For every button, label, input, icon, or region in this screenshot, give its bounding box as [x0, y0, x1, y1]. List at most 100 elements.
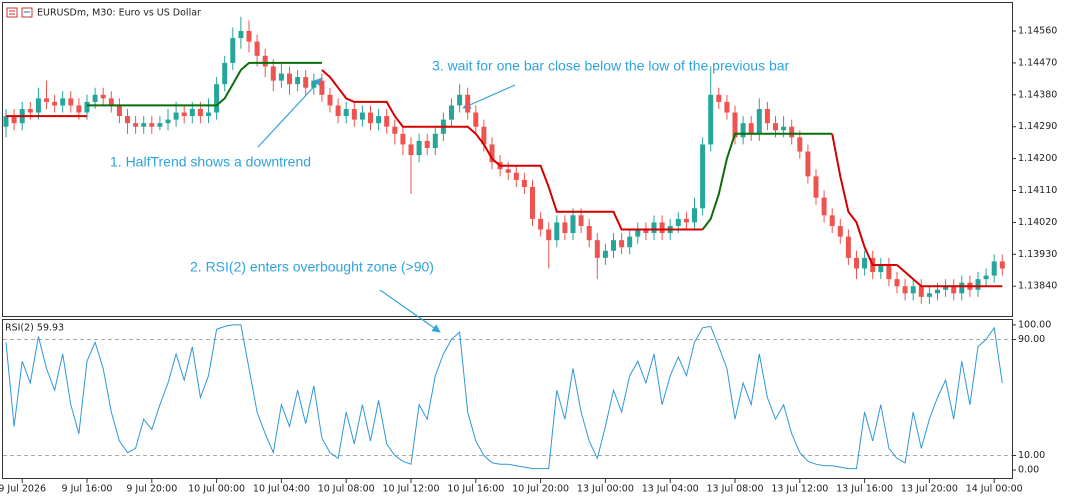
candle-body [991, 261, 997, 276]
candle-body [781, 126, 787, 131]
candle-body [562, 222, 568, 234]
candle-body [11, 116, 17, 124]
y-tick-label: 1.14200 [1018, 153, 1057, 164]
candle-body [700, 144, 706, 209]
candle-body [68, 98, 74, 106]
candle-body [554, 222, 560, 241]
arrow [257, 77, 323, 148]
candle-body [295, 77, 301, 85]
y-tick-label: 1.14560 [1018, 26, 1057, 37]
candle-body [740, 123, 746, 138]
x-tick-label: 13 Jul 04:00 [642, 484, 699, 495]
candle-body [724, 101, 730, 113]
x-tick-label: 10 Jul 12:00 [383, 484, 440, 495]
x-tick-label: 13 Jul 20:00 [901, 484, 958, 495]
chart-title: EURUSDm, M30: Euro vs US Dollar [37, 8, 201, 19]
candle-body [570, 215, 576, 234]
candle-body [538, 218, 544, 230]
candle-body [206, 112, 211, 117]
candle-body [473, 112, 479, 127]
candle-body [627, 236, 633, 248]
candle-body [311, 80, 317, 88]
candle-body [943, 286, 949, 290]
y-tick-label: 1.13840 [1018, 281, 1057, 292]
candle-body [716, 94, 722, 102]
annotation: 3. wait for one bar close below the low … [432, 58, 790, 74]
candle-body [76, 105, 82, 113]
candle-body [246, 31, 252, 42]
candle-body [821, 197, 827, 216]
x-tick-label: 10 Jul 04:00 [253, 484, 310, 495]
candle-body [416, 140, 422, 156]
candle-body [764, 108, 770, 124]
y-tick-label: 1.14380 [1018, 89, 1057, 100]
x-tick-label: 13 Jul 16:00 [836, 484, 893, 495]
rsi-title: RSI(2) 59.93 [5, 323, 64, 334]
candle-body [951, 286, 957, 294]
candle-body [983, 275, 989, 280]
y-tick-label: 1.14470 [1018, 57, 1057, 68]
candle-body [287, 73, 292, 85]
candle-body [424, 140, 430, 148]
candle-body [278, 73, 284, 81]
halftrend-line [87, 61, 833, 231]
candle-body [449, 105, 454, 120]
candle-body [926, 293, 932, 297]
candle-body [133, 123, 139, 127]
candle-body [797, 137, 803, 152]
y-tick-label: 1.13930 [1018, 249, 1057, 260]
x-tick-label: 9 Jul 16:00 [62, 484, 113, 495]
candle-body [254, 41, 260, 56]
candle-body [959, 282, 965, 294]
candle-body [465, 94, 471, 113]
candle-body [84, 101, 90, 113]
candle-body [400, 133, 406, 145]
arrow [379, 289, 441, 333]
candle-body [732, 112, 738, 138]
candle-body [230, 38, 236, 63]
x-tick-label: 10 Jul 16:00 [447, 484, 504, 495]
x-tick-label: 13 Jul 12:00 [771, 484, 828, 495]
candle-body [586, 225, 592, 241]
candle-body [521, 179, 527, 187]
candle-body [157, 123, 163, 127]
candle-body [643, 229, 649, 234]
candle-body [384, 116, 390, 127]
candle-body [489, 144, 495, 163]
candle-body [60, 98, 66, 106]
candle-body [683, 218, 689, 223]
x-tick-label: 10 Jul 20:00 [512, 484, 569, 495]
candle-body [619, 240, 625, 248]
candle-body [165, 119, 171, 124]
candle-body [35, 98, 41, 113]
candle-body [756, 108, 762, 134]
candle-body [748, 123, 754, 134]
candle-body [862, 257, 868, 269]
candle-body [303, 77, 309, 88]
candle-body [675, 218, 681, 226]
candle-body [878, 264, 884, 273]
candle-body [602, 250, 608, 258]
candle-body [359, 112, 365, 120]
candle-body [594, 240, 600, 258]
rsi-panel [2, 319, 1013, 479]
candle-body [27, 108, 33, 113]
candle-body [52, 101, 58, 106]
candle-body [845, 236, 851, 258]
candle-body [108, 98, 114, 106]
candle-body [222, 62, 228, 85]
candle-body [432, 133, 438, 148]
candle-body [854, 257, 859, 269]
candle-body [659, 222, 665, 234]
candle-body [149, 123, 155, 127]
x-tick-label: 9 Jul 2026 [0, 484, 46, 495]
candle-body [327, 94, 333, 106]
candle-body [44, 98, 49, 102]
candle-body [789, 126, 795, 138]
candle-body [238, 31, 244, 39]
y-tick-label: 10.00 [1018, 450, 1045, 461]
candle-body [343, 108, 349, 117]
candle-body [116, 105, 122, 117]
candle-body [481, 126, 487, 145]
